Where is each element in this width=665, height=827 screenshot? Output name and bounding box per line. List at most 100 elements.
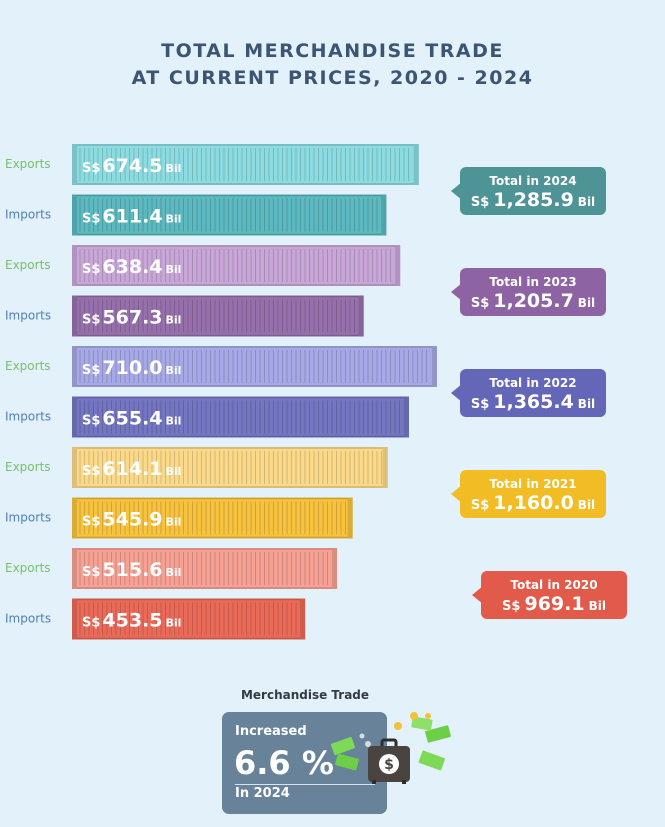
bar-imports-2020-left-post bbox=[72, 598, 77, 640]
bar-imports-2022-value-label: S$ 655.4 Bil bbox=[82, 408, 181, 430]
chart-title-line-2: AT CURRENT PRICES, 2020 - 2024 bbox=[131, 67, 534, 89]
bar-exports-2020-right-post bbox=[332, 548, 338, 589]
bar-exports-2024-left-post bbox=[72, 144, 77, 185]
bar-exports-2022: S$ 710.0 Bil bbox=[72, 346, 437, 387]
bar-exports-2024-value-label: S$ 674.5 Bil bbox=[82, 155, 181, 177]
bar-imports-2022-bar bbox=[72, 396, 409, 438]
bar-imports-2024-category-label: Imports bbox=[5, 208, 51, 222]
bar-exports-2022-right-post bbox=[432, 346, 437, 387]
bar-imports-2020-value-label: S$ 453.5 Bil bbox=[82, 610, 181, 632]
bar-exports-2020-left-post bbox=[72, 548, 77, 589]
total-badge-2020-value: S$ 969.1 Bil bbox=[502, 593, 606, 615]
bar-imports-2022: S$ 655.4 Bil bbox=[72, 396, 409, 438]
bar-imports-2020-bar bbox=[72, 598, 306, 640]
bar-exports-2021-right-post bbox=[382, 447, 388, 488]
bar-exports-2022-left-post bbox=[72, 346, 77, 387]
growth-card-period: In 2024 bbox=[235, 786, 290, 801]
bar-imports-2022-right-post bbox=[403, 396, 409, 438]
bar-imports-2021-right-post bbox=[347, 497, 353, 539]
bar-imports-2024-right-post bbox=[381, 194, 387, 236]
bar-exports-2022-value-label: S$ 710.0 Bil bbox=[82, 357, 181, 379]
growth-card: Increased 6.6 % In 2024 bbox=[222, 712, 387, 814]
bar-imports-2023-category-label: Imports bbox=[5, 309, 51, 323]
bar-imports-2021-left-post bbox=[72, 497, 77, 539]
total-badge-2022-value: S$ 1,365.4 Bil bbox=[471, 391, 595, 413]
bar-exports-2020-category-label: Exports bbox=[5, 561, 51, 575]
total-badge-2022-box bbox=[460, 369, 606, 417]
bar-imports-2023-right-post bbox=[358, 295, 364, 337]
total-badge-2021-title: Total in 2021 bbox=[489, 477, 576, 491]
bar-exports-2020-ribs bbox=[79, 552, 328, 585]
bar-imports-2020-category-label: Imports bbox=[5, 612, 51, 626]
bar-imports-2020-ribs bbox=[79, 602, 297, 636]
bar-exports-2023-value-label: S$ 638.4 Bil bbox=[82, 256, 181, 278]
svg-text:$: $ bbox=[384, 757, 394, 773]
chart-title: TOTAL MERCHANDISE TRADE AT CURRENT PRICE… bbox=[0, 38, 665, 92]
bar-exports-2021-value-label: S$ 614.1 Bil bbox=[82, 458, 181, 480]
bar-imports-2023-ribs bbox=[79, 299, 355, 333]
bar-exports-2022-category-label: Exports bbox=[5, 359, 51, 373]
bar-imports-2024-bar bbox=[72, 194, 387, 236]
bar-exports-2021-ribs bbox=[79, 451, 382, 484]
total-badge-2024-pointer bbox=[451, 182, 462, 200]
total-badge-2023-value: S$ 1,205.7 Bil bbox=[471, 290, 595, 312]
bar-imports-2024-value-label: S$ 611.4 Bil bbox=[82, 206, 181, 228]
growth-card-percent: 6.6 % bbox=[234, 744, 334, 782]
banknote-icon bbox=[330, 716, 451, 771]
bar-imports-2024-ribs bbox=[79, 198, 378, 232]
bar-exports-2023: S$ 638.4 Bil bbox=[72, 245, 401, 286]
total-badge-2023-title: Total in 2023 bbox=[489, 275, 576, 289]
bar-imports-2023: S$ 567.3 Bil bbox=[72, 295, 364, 337]
total-badge-2023-box bbox=[460, 268, 606, 316]
bar-exports-2021-left-post bbox=[72, 447, 77, 488]
total-badge-2023-pointer bbox=[451, 283, 462, 301]
bar-exports-2023-ribs bbox=[79, 249, 391, 282]
bar-imports-2021-category-label: Imports bbox=[5, 511, 51, 525]
total-badge-2020-title: Total in 2020 bbox=[510, 578, 597, 592]
briefcase-icon: $ bbox=[368, 738, 410, 784]
total-badge-2024-box bbox=[460, 167, 606, 215]
growth-card-divider bbox=[235, 784, 375, 785]
bar-imports-2023-value-label: S$ 567.3 Bil bbox=[82, 307, 181, 329]
total-badge-2024-value: S$ 1,285.9 Bil bbox=[471, 189, 595, 211]
total-badge-2022-pointer bbox=[451, 384, 462, 402]
bar-exports-2023-left-post bbox=[72, 245, 77, 286]
bar-imports-2021-ribs bbox=[79, 501, 346, 535]
total-badge-2020-pointer bbox=[472, 586, 483, 604]
bar-imports-2021-bar bbox=[72, 497, 353, 539]
bar-imports-2020-right-post bbox=[300, 598, 306, 640]
bar-imports-2020: S$ 453.5 Bil bbox=[72, 598, 306, 640]
money-briefcase-icon: $ bbox=[330, 712, 451, 784]
bar-imports-2022-category-label: Imports bbox=[5, 410, 51, 424]
chart-title-line-1: TOTAL MERCHANDISE TRADE bbox=[161, 40, 504, 62]
bar-exports-2021: S$ 614.1 Bil bbox=[72, 447, 388, 488]
bar-exports-2024-ribs bbox=[79, 148, 409, 181]
bar-exports-2024-right-post bbox=[413, 144, 419, 185]
growth-card-caption: Increased bbox=[235, 724, 307, 739]
bar-exports-2020-value-label: S$ 515.6 Bil bbox=[82, 559, 181, 581]
bar-imports-2024: S$ 611.4 Bil bbox=[72, 194, 387, 236]
total-badge-2021-pointer bbox=[451, 485, 462, 503]
total-badge-2021-box bbox=[460, 470, 606, 518]
bar-exports-2022-ribs bbox=[79, 350, 427, 383]
footer-title: Merchandise Trade bbox=[240, 688, 370, 702]
total-badge-2022-title: Total in 2022 bbox=[489, 376, 576, 390]
bar-exports-2020: S$ 515.6 Bil bbox=[72, 548, 338, 589]
bar-imports-2023-left-post bbox=[72, 295, 77, 337]
coin-icon bbox=[359, 712, 431, 747]
bar-exports-2024-category-label: Exports bbox=[5, 157, 51, 171]
bar-imports-2022-left-post bbox=[72, 396, 77, 438]
total-badge-2020-box bbox=[481, 571, 627, 619]
bar-exports-2023-right-post bbox=[395, 245, 401, 286]
bar-exports-2023-category-label: Exports bbox=[5, 258, 51, 272]
bar-exports-2022-bar bbox=[72, 346, 437, 387]
total-badge-2024-title: Total in 2024 bbox=[489, 174, 576, 188]
bar-imports-2024-left-post bbox=[72, 194, 77, 236]
bar-imports-2021: S$ 545.9 Bil bbox=[72, 497, 353, 539]
